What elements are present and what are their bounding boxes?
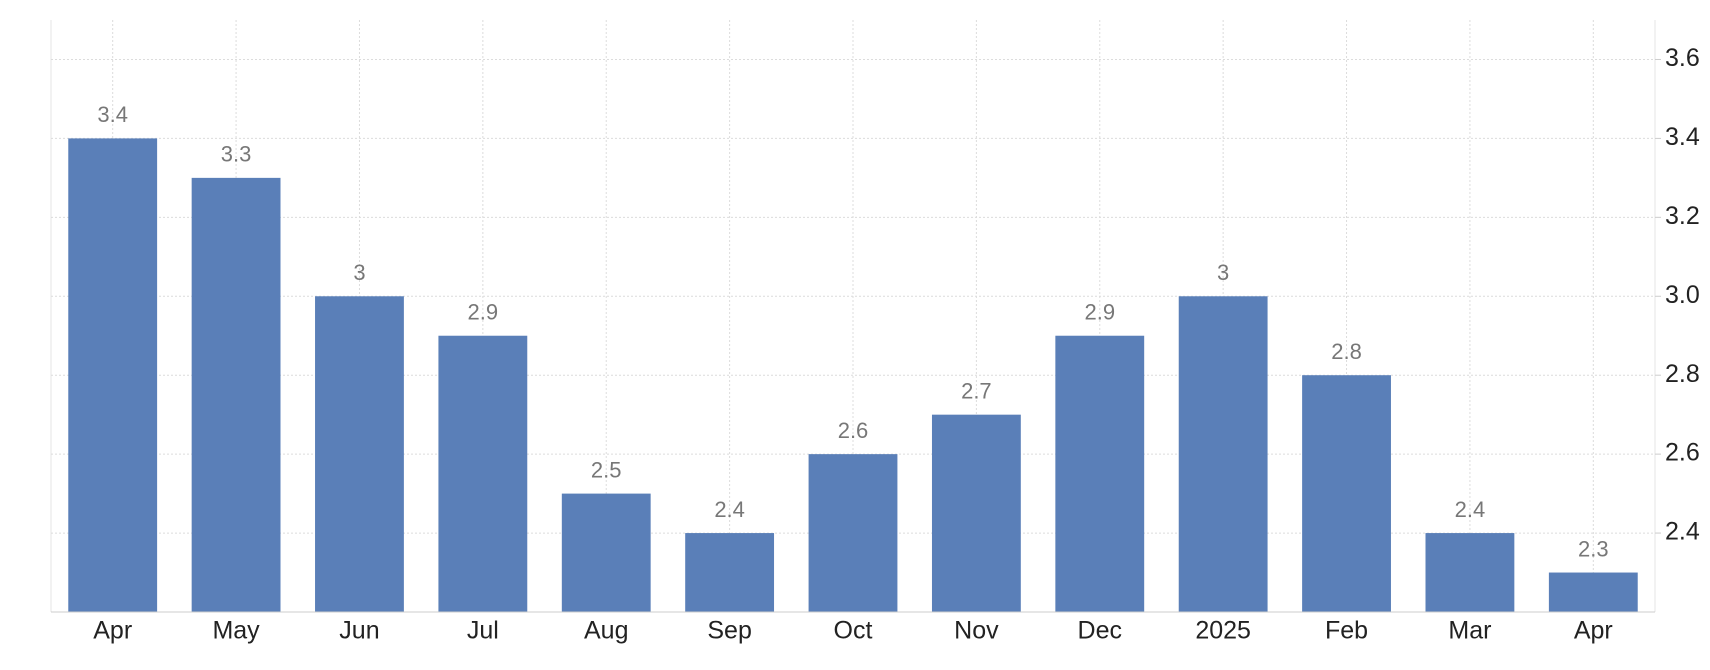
bar [1178,296,1268,612]
bar [1055,335,1145,612]
y-tick-label: 2.6 [1665,439,1700,467]
x-tick-label: Mar [1448,617,1491,645]
bar [315,296,404,612]
value-label: 2.3 [1578,536,1609,561]
y-tick-label: 3.0 [1665,281,1700,309]
value-label: 2.9 [468,300,499,325]
x-tick-label: Apr [1574,617,1613,645]
value-label: 3 [1217,260,1229,285]
value-label: 2.5 [591,457,622,482]
bar [931,414,1021,612]
x-tick-label: Aug [584,617,628,645]
bar [685,533,775,612]
y-tick-label: 3.4 [1665,123,1700,151]
bar [68,138,158,612]
value-label: 3.4 [97,102,128,127]
y-tick-label: 3.6 [1665,44,1700,72]
value-label: 3.3 [221,142,252,167]
value-label: 2.8 [1331,339,1362,364]
value-label: 3 [353,260,365,285]
bar [561,493,651,612]
bar [1548,572,1638,612]
x-tick-label: Oct [834,617,873,645]
value-label: 2.7 [961,378,992,403]
x-tick-label: Apr [93,617,132,645]
x-tick-label: Dec [1078,617,1122,645]
y-tick-label: 2.4 [1665,518,1700,546]
value-label: 2.4 [1455,497,1486,522]
x-tick-label: Sep [707,617,751,645]
bar [1425,533,1515,612]
bar [1302,375,1391,612]
y-tick-label: 2.8 [1665,360,1700,388]
x-tick-label: 2025 [1195,617,1251,645]
value-label: 2.6 [838,418,869,443]
x-tick-label: Jun [339,617,379,645]
bar [191,177,281,612]
value-label: 2.9 [1084,300,1115,325]
y-tick-label: 3.2 [1665,202,1700,230]
x-tick-label: Jul [467,617,499,645]
x-tick-label: May [212,617,260,645]
x-tick-label: Feb [1325,617,1368,645]
value-label: 2.4 [714,497,745,522]
bar [808,454,898,612]
x-tick-label: Nov [954,617,999,645]
bar [438,335,528,612]
